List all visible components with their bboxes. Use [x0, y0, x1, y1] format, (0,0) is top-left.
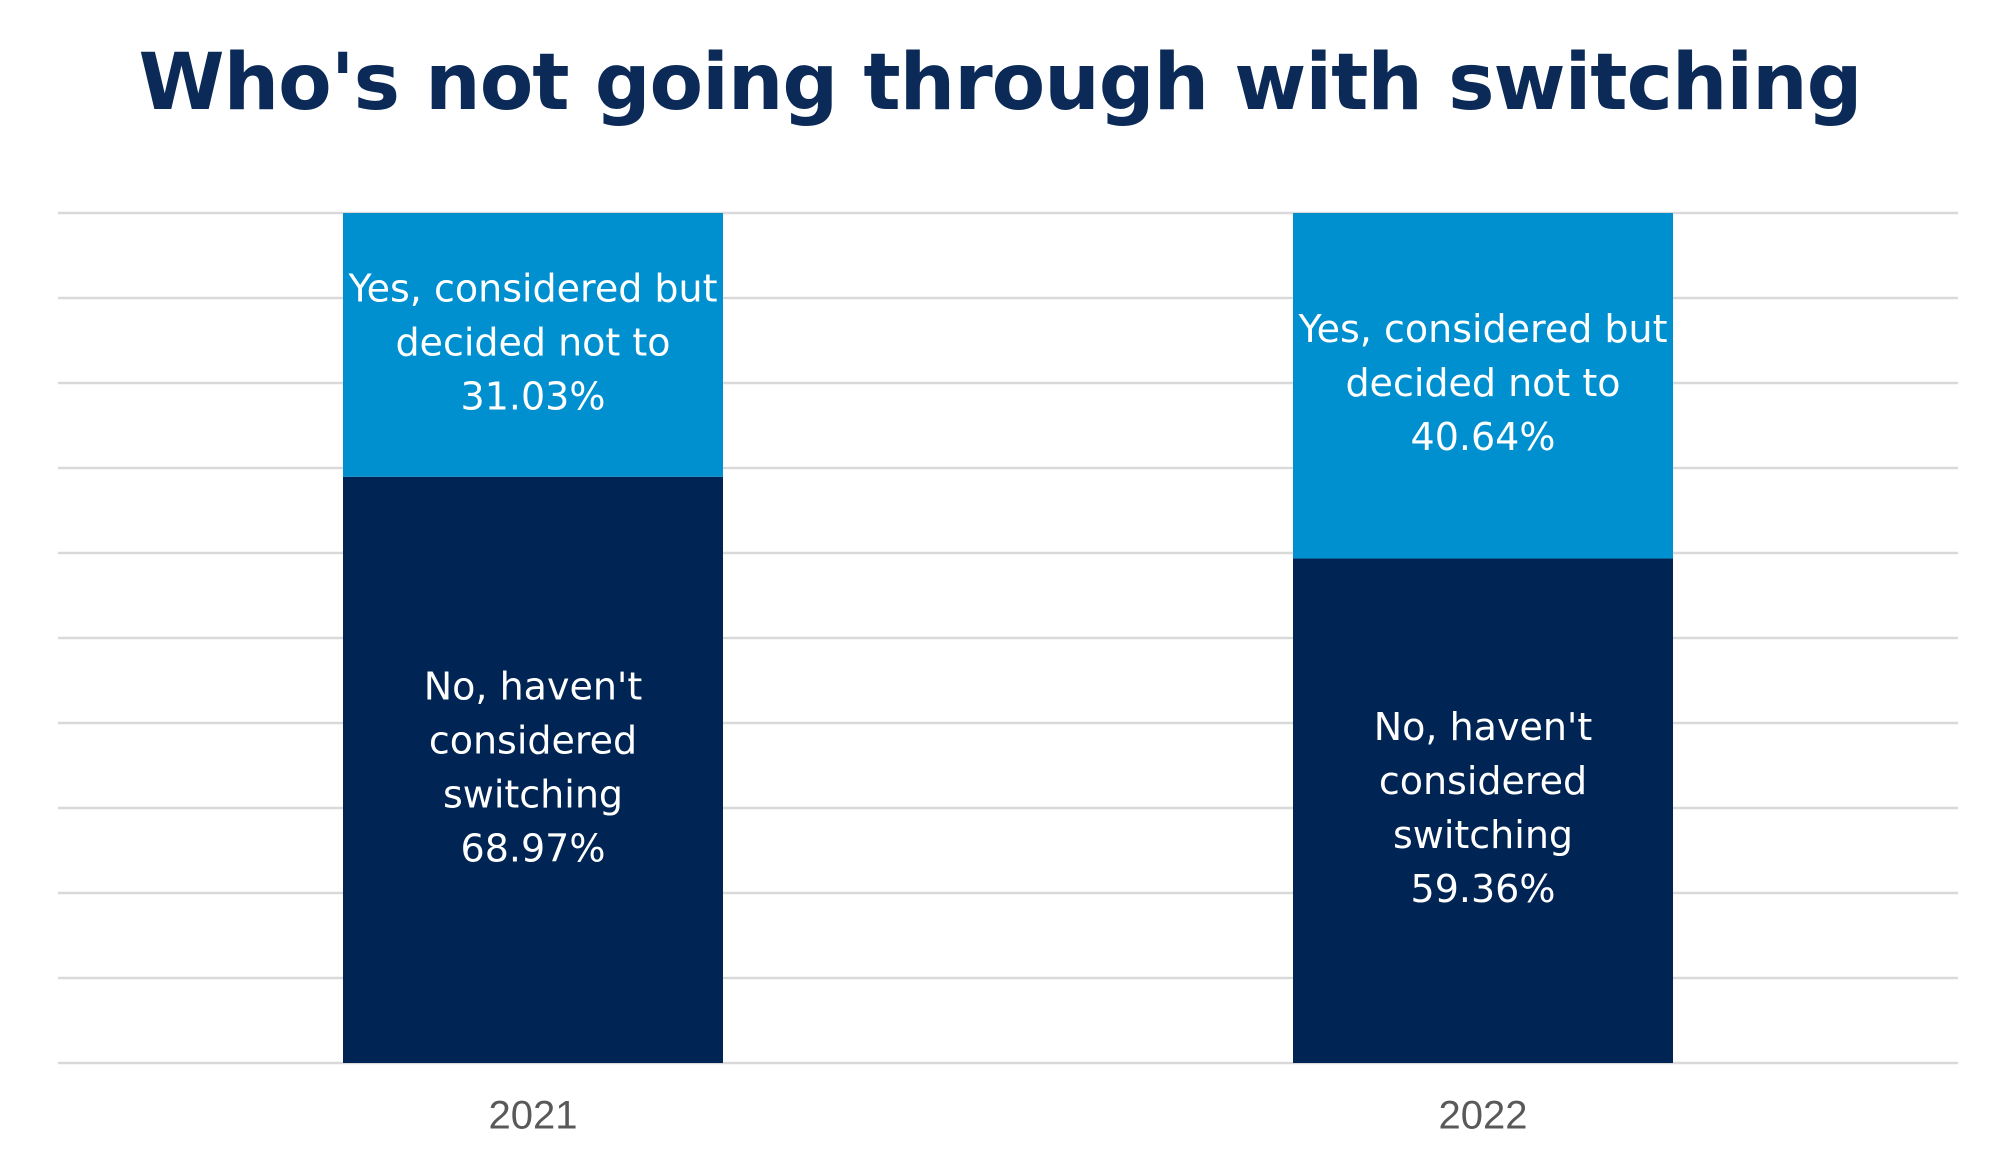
- data-label-series-name: No, haven't: [1374, 705, 1593, 749]
- data-label-series-name: No, haven't: [424, 664, 643, 708]
- x-tick-label: 2021: [489, 1094, 578, 1138]
- bar-segment-2022-series-0: [1293, 558, 1673, 1063]
- x-tick-label: 2022: [1439, 1094, 1528, 1138]
- bar-segment-2022-series-1: [1293, 213, 1673, 559]
- data-label-series-name: switching: [1393, 813, 1573, 857]
- data-label-series-name: considered: [429, 718, 637, 762]
- bars: [343, 213, 1673, 1063]
- bar-segment-2021-series-0: [343, 476, 723, 1063]
- data-label-value: 40.64%: [1411, 415, 1556, 459]
- data-label-series-name: Yes, considered but: [1297, 307, 1667, 351]
- data-label-series-name: decided not to: [395, 320, 670, 364]
- data-label-series-name: Yes, considered but: [347, 266, 717, 310]
- bar-segment-2021-series-1: [343, 213, 723, 477]
- data-label-series-name: switching: [443, 772, 623, 816]
- data-label-value: 68.97%: [461, 826, 606, 870]
- data-label-series-name: considered: [1379, 759, 1587, 803]
- segment-labels: No, haven't considered switching 68.97% Yes,…: [347, 266, 1667, 911]
- chart-title: Who's not going through with switching: [138, 38, 1863, 128]
- data-label-series-name: decided not to: [1345, 361, 1620, 405]
- x-axis-ticks: 2021 2022: [489, 1094, 1528, 1138]
- data-label-value: 31.03%: [461, 374, 606, 418]
- data-label-value: 59.36%: [1411, 867, 1556, 911]
